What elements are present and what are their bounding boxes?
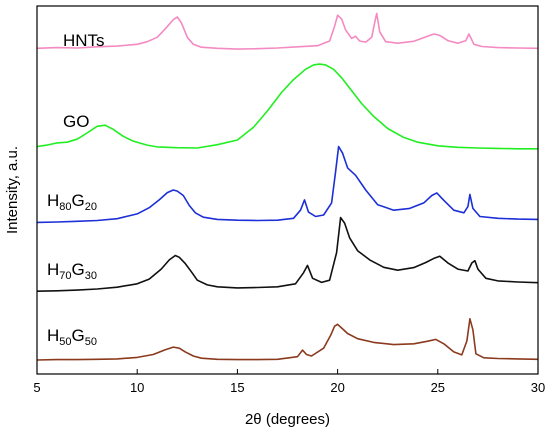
x-tick-label: 30 <box>531 380 545 395</box>
series-label-hnts: HNTs <box>63 31 105 50</box>
label-text: H <box>47 326 59 345</box>
series-label-go: GO <box>63 112 89 131</box>
series-label-h70g30: H70G30 <box>47 260 97 282</box>
plot-frame <box>36 5 539 375</box>
x-tick-label: 5 <box>33 380 40 395</box>
label-text: G <box>72 260 85 279</box>
series-line-h70g30 <box>36 216 539 292</box>
series-line-h50g50 <box>36 317 539 361</box>
label-subscript: 30 <box>85 270 97 282</box>
series-label-h80g20: H80G20 <box>47 191 97 213</box>
series-line-go <box>36 63 538 150</box>
y-axis-title: Intensity, a.u. <box>4 146 21 234</box>
label-text: G <box>72 326 85 345</box>
series-label-h50g50: H50G50 <box>47 326 97 348</box>
label-subscript: 50 <box>85 336 97 348</box>
series-line-h80g20 <box>36 145 539 224</box>
label-text: G <box>72 191 85 210</box>
x-tick-label: 25 <box>431 380 445 395</box>
x-axis: 5 10 15 20 25 30 <box>33 369 545 395</box>
x-axis-title: 2θ (degrees) <box>245 411 330 428</box>
series-line-hnts <box>36 12 539 50</box>
label-subscript: 70 <box>59 270 71 282</box>
label-text: H <box>47 191 59 210</box>
label-subscript: 80 <box>59 201 71 213</box>
x-tick-label: 10 <box>130 380 144 395</box>
x-tick-label: 20 <box>330 380 344 395</box>
label-subscript: 50 <box>59 336 71 348</box>
label-subscript: 20 <box>85 201 97 213</box>
x-tick-label: 15 <box>230 380 244 395</box>
label-text: H <box>47 260 59 279</box>
plot-lines <box>36 12 539 361</box>
